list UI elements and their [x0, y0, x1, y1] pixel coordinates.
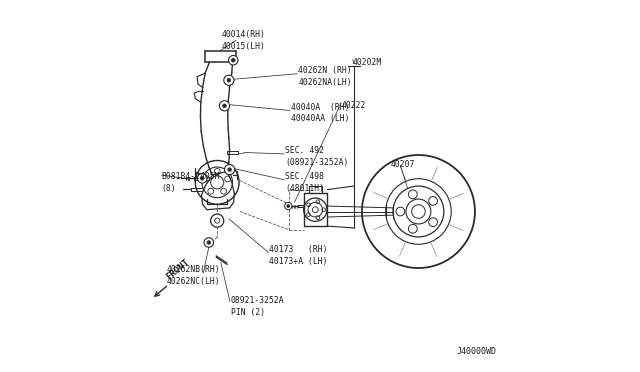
Circle shape	[228, 55, 238, 65]
Circle shape	[204, 238, 214, 247]
Circle shape	[287, 205, 290, 208]
Circle shape	[232, 58, 235, 62]
Text: 08921-3252A
PIN (2): 08921-3252A PIN (2)	[230, 296, 284, 317]
Text: SEC. 492
(08921-3252A): SEC. 492 (08921-3252A)	[285, 147, 349, 167]
Circle shape	[214, 218, 220, 223]
Text: 40040A  (RH)
40040AA (LH): 40040A (RH) 40040AA (LH)	[291, 103, 349, 124]
Text: 40262N (RH)
40262NA(LH): 40262N (RH) 40262NA(LH)	[298, 66, 352, 87]
Text: 40222: 40222	[342, 101, 366, 110]
Circle shape	[225, 164, 235, 175]
Circle shape	[285, 202, 292, 210]
Text: 40014(RH)
40015(LH): 40014(RH) 40015(LH)	[221, 30, 266, 51]
Text: J40000WD: J40000WD	[457, 347, 497, 356]
Text: 40262NB(RH)
40262NC(LH): 40262NB(RH) 40262NC(LH)	[167, 265, 221, 286]
Circle shape	[227, 78, 230, 82]
Text: 40207: 40207	[391, 160, 415, 169]
Circle shape	[200, 177, 204, 180]
Circle shape	[220, 101, 230, 111]
Text: SEC. 498
(48011H): SEC. 498 (48011H)	[285, 172, 324, 193]
Circle shape	[228, 168, 232, 171]
Text: B081B4-2405M
(8): B081B4-2405M (8)	[161, 172, 220, 193]
Text: FRONT: FRONT	[164, 257, 191, 282]
Circle shape	[224, 75, 234, 86]
Circle shape	[211, 214, 224, 227]
Text: 40202M: 40202M	[353, 58, 382, 67]
Circle shape	[223, 104, 227, 108]
Circle shape	[207, 241, 211, 244]
Circle shape	[198, 174, 207, 183]
Text: 40173   (RH)
40173+A (LH): 40173 (RH) 40173+A (LH)	[269, 245, 328, 266]
